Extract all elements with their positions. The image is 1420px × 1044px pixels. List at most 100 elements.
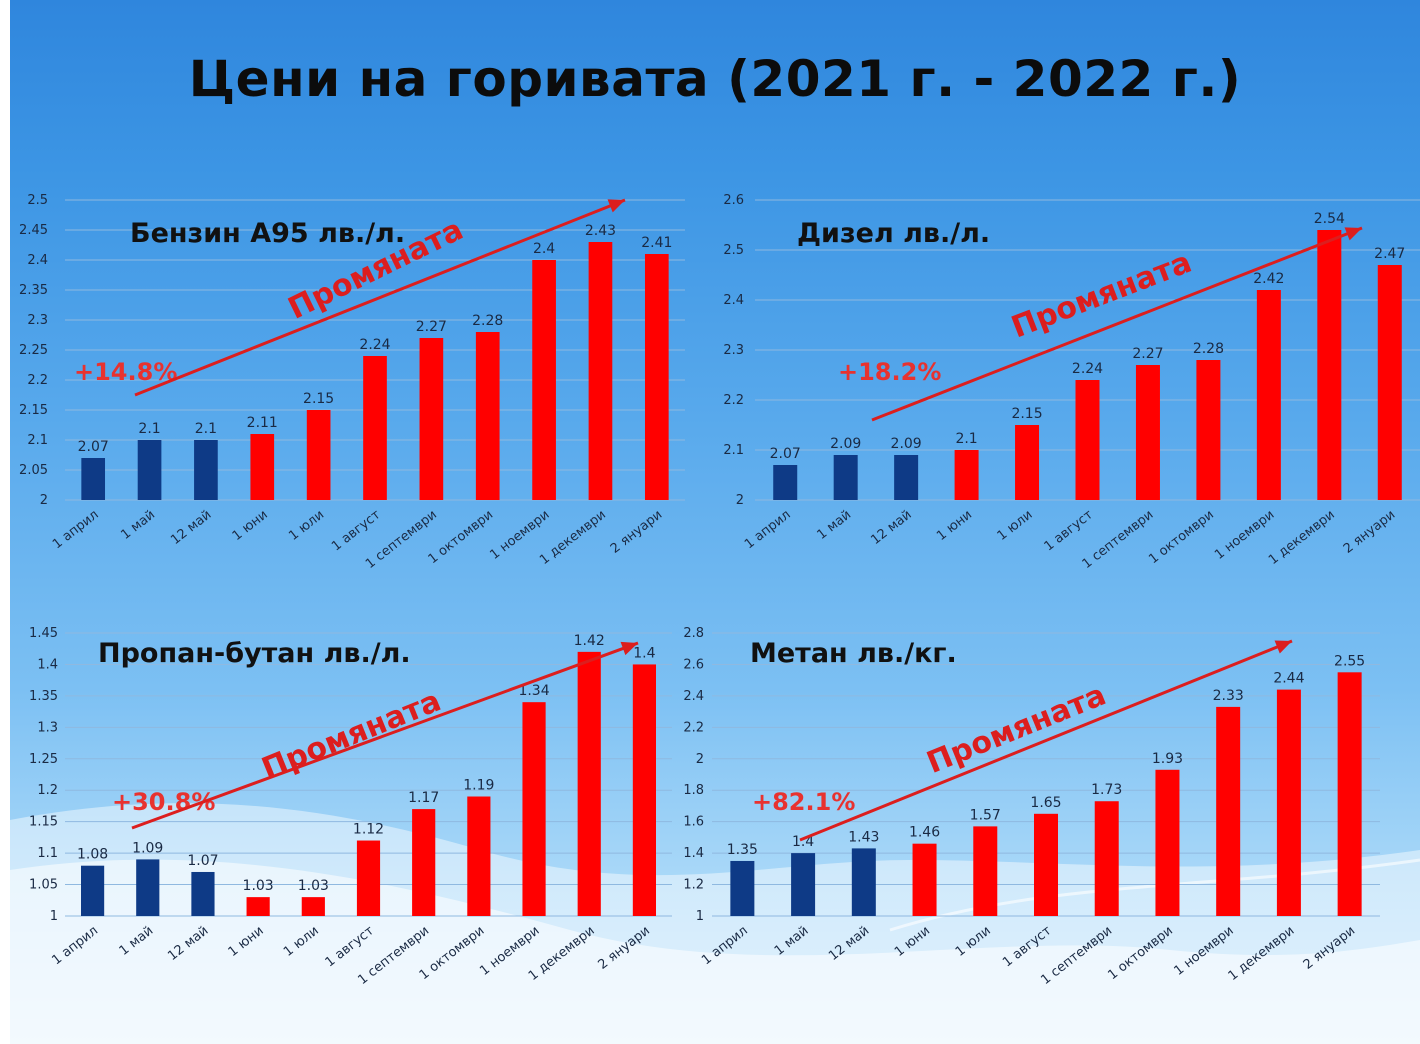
y-tick-label: 2.2 — [27, 373, 48, 388]
value-label: 2.15 — [1011, 406, 1042, 422]
x-tick-label: 1 май — [814, 507, 854, 543]
x-tick-label: 1 юли — [286, 507, 327, 544]
bar — [356, 840, 381, 916]
bar — [1196, 360, 1221, 500]
value-label: 1.08 — [77, 847, 108, 863]
y-tick-label: 1.2 — [37, 783, 58, 798]
value-label: 2.27 — [1132, 346, 1163, 362]
bar — [1317, 230, 1342, 500]
value-label: 2.15 — [303, 391, 334, 407]
bar — [467, 796, 491, 916]
x-tick-label: 1 април — [699, 923, 751, 968]
y-tick-label: 1.35 — [29, 689, 58, 704]
x-tick-label: 1 април — [50, 507, 102, 552]
bar — [730, 860, 755, 916]
bar — [363, 356, 387, 500]
chart-2: 2 2.1 2.2 2.3 2.4 2.5 2.6 2.07 1 април 2.09 1 май 2… — [723, 193, 1420, 572]
x-tick-label: 1 май — [117, 923, 157, 959]
y-tick-label: 2.35 — [19, 283, 48, 298]
bar — [577, 651, 601, 916]
y-tick-label: 2 — [696, 752, 704, 767]
bar — [973, 826, 998, 916]
y-tick-label: 1 — [696, 909, 704, 924]
x-tick-label: 1 август — [323, 923, 378, 970]
trend-arrow-icon — [1274, 640, 1292, 654]
x-tick-label: 1 октомври — [1146, 507, 1217, 567]
x-tick-label: 1 юли — [281, 923, 322, 960]
y-tick-label: 1.1 — [37, 846, 58, 861]
x-tick-label: 2 януари — [595, 923, 652, 972]
value-label: 1.93 — [1152, 751, 1183, 767]
bar — [1094, 801, 1119, 916]
value-label: 2.1 — [195, 421, 217, 437]
trend-arrow-icon — [607, 199, 625, 213]
value-label: 2.28 — [472, 313, 503, 329]
value-label: 1.42 — [574, 633, 605, 649]
x-tick-label: 1 май — [772, 923, 812, 959]
x-tick-label: 1 юни — [226, 923, 267, 960]
value-label: 1.34 — [518, 683, 549, 699]
value-label: 2.07 — [78, 439, 109, 455]
chart-title: Дизел лв./л. — [797, 218, 990, 249]
trend-arrow-line — [871, 226, 1363, 422]
y-tick-label: 2.2 — [683, 720, 704, 735]
bar — [954, 450, 979, 500]
bar — [851, 848, 876, 916]
value-label: 1.03 — [298, 878, 329, 894]
bar — [419, 338, 444, 500]
value-label: 1.65 — [1030, 795, 1061, 811]
value-label: 2.1 — [955, 431, 977, 447]
y-tick-label: 2.3 — [723, 343, 744, 358]
trend-label: Промяната — [257, 683, 446, 786]
x-tick-label: 2 януари — [608, 507, 665, 556]
bar — [306, 410, 331, 500]
bar — [522, 702, 546, 916]
bar — [137, 440, 162, 500]
value-label: 2.41 — [641, 235, 672, 251]
bar — [1216, 706, 1241, 916]
value-label: 2.4 — [533, 241, 555, 257]
bar — [532, 260, 556, 500]
change-percent: +82.1% — [752, 788, 855, 816]
y-tick-label: 2.1 — [723, 443, 744, 458]
bar — [912, 843, 937, 916]
y-tick-label: 2.6 — [683, 657, 704, 672]
value-label: 2.33 — [1213, 688, 1244, 704]
y-tick-label: 2.2 — [723, 393, 744, 408]
value-label: 2.24 — [1072, 361, 1103, 377]
x-tick-label: 1 май — [118, 507, 158, 543]
value-label: 1.07 — [187, 853, 218, 869]
x-tick-label: 1 юли — [953, 923, 994, 960]
y-tick-label: 2 — [40, 493, 48, 508]
chart-title: Пропан-бутан лв./л. — [98, 638, 411, 669]
value-label: 2.44 — [1273, 671, 1304, 687]
bar — [833, 455, 858, 500]
x-tick-label: 12 май — [165, 923, 211, 964]
bar — [1256, 290, 1281, 500]
x-tick-label: 1 юни — [230, 507, 271, 544]
change-percent: +14.8% — [74, 358, 177, 386]
value-label: 1.46 — [909, 825, 940, 841]
y-tick-label: 1.15 — [29, 815, 58, 830]
chart-1: 2 2.05 2.1 2.15 2.2 2.25 2.3 2.35 2.4 2.45 2.5 2.07… — [19, 193, 685, 572]
x-tick-label: 12 май — [826, 923, 872, 964]
value-label: 2.42 — [1253, 271, 1284, 287]
x-tick-label: 12 май — [868, 507, 914, 548]
y-tick-label: 1.05 — [29, 878, 58, 893]
y-tick-label: 2.25 — [19, 343, 48, 358]
chart-title: Бензин А95 лв./л. — [130, 218, 405, 249]
value-label: 1.03 — [243, 878, 274, 894]
value-label: 1.73 — [1091, 782, 1122, 798]
bar — [1155, 769, 1180, 916]
value-label: 1.19 — [463, 778, 494, 794]
bar — [588, 242, 613, 500]
x-tick-label: 1 април — [742, 507, 794, 552]
x-tick-label: 2 януари — [1341, 507, 1398, 556]
bar — [644, 254, 669, 500]
chart-title: Метан лв./кг. — [750, 638, 957, 669]
bar — [194, 440, 218, 500]
value-label: 2.09 — [830, 436, 861, 452]
bar — [475, 332, 500, 500]
y-tick-label: 2.4 — [683, 689, 704, 704]
